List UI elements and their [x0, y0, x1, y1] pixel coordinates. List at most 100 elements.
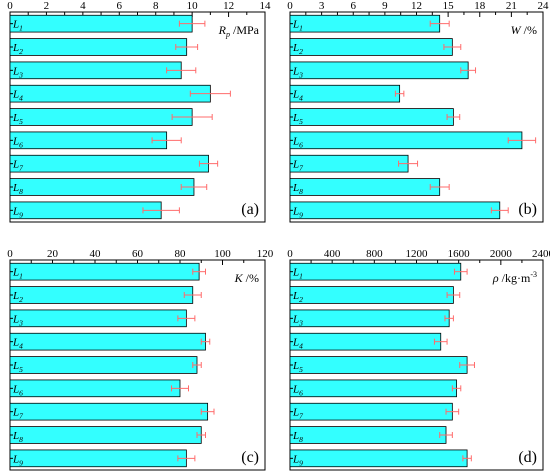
x-axis-title: W /%: [511, 23, 537, 37]
bar: [289, 131, 523, 150]
category-label: L5: [12, 112, 23, 126]
error-bar: [444, 315, 454, 322]
error-bar: [429, 20, 450, 27]
bar: [289, 14, 441, 33]
panel-label: (b): [518, 201, 537, 218]
error-bar: [189, 90, 231, 97]
error-bar: [151, 137, 182, 144]
bar: [9, 332, 206, 351]
bar: [9, 356, 198, 374]
x-tick-label: 4: [80, 0, 86, 12]
error-bar: [192, 268, 206, 275]
category-label: L5: [292, 360, 303, 374]
error-bar: [192, 362, 202, 368]
bar: [9, 84, 211, 103]
x-tick-label: 18: [474, 0, 486, 12]
category-label: L2: [12, 290, 23, 304]
category-label: L9: [292, 205, 303, 219]
category-label: L1: [12, 19, 23, 33]
bar: [9, 38, 188, 56]
error-bar: [178, 20, 206, 27]
category-label: L2: [292, 290, 303, 304]
category-label: L2: [12, 42, 23, 56]
x-tick-label: 80: [175, 248, 187, 260]
category-label: L5: [292, 112, 303, 126]
x-tick-label: 800: [366, 248, 383, 260]
error-bar: [433, 338, 448, 345]
bar: [289, 38, 453, 56]
error-bar: [439, 432, 453, 438]
bar: [9, 61, 182, 80]
x-tick-label: 9: [382, 0, 388, 12]
category-label: L7: [292, 159, 303, 173]
error-bar: [198, 160, 219, 167]
category-label: L1: [292, 267, 303, 281]
error-bar: [507, 137, 537, 144]
bar: [9, 154, 209, 173]
category-label: L3: [12, 313, 23, 327]
x-tick-label: 3: [319, 0, 325, 12]
bar: [289, 426, 447, 444]
x-tick-label: 1200: [406, 248, 429, 260]
error-bar: [490, 207, 509, 214]
error-bar: [398, 160, 419, 167]
category-label: L9: [292, 453, 303, 467]
category-label: L6: [12, 135, 23, 149]
category-label: L3: [292, 65, 303, 79]
error-bar: [166, 67, 197, 74]
error-bar: [200, 408, 215, 415]
bar: [9, 379, 181, 398]
x-tick-label: 2400: [532, 248, 550, 260]
error-bar: [459, 362, 475, 368]
panel-label: (a): [241, 201, 259, 218]
error-bar: [460, 67, 477, 74]
x-tick-label: 10: [187, 0, 199, 12]
error-bar: [171, 114, 213, 120]
bar: [9, 262, 200, 281]
error-bar: [180, 184, 208, 190]
x-tick-label: 0: [7, 248, 13, 260]
x-tick-label: 60: [132, 248, 144, 260]
bar: [289, 154, 409, 173]
x-tick-label: 1600: [448, 248, 471, 260]
error-bar: [175, 44, 199, 50]
bar: [9, 286, 194, 304]
bar: [289, 201, 501, 220]
category-label: L8: [12, 430, 23, 444]
bar: [289, 286, 454, 304]
bar: [289, 356, 468, 374]
x-axis-title: K /%: [234, 271, 259, 285]
bar: [9, 108, 193, 126]
bar: [289, 178, 441, 196]
error-bar: [177, 315, 196, 322]
x-tick-label: 2000: [490, 248, 513, 260]
error-bar: [453, 268, 468, 275]
error-bar: [462, 455, 472, 462]
x-tick-label: 12: [411, 0, 422, 12]
x-tick-label: 2: [44, 0, 50, 12]
x-tick-label: 0: [287, 248, 293, 260]
x-tick-label: 6: [117, 0, 123, 12]
x-tick-label: 21: [506, 0, 517, 12]
x-tick-label: 14: [260, 0, 272, 12]
category-label: L4: [12, 337, 23, 351]
bar: [9, 426, 202, 444]
category-label: L9: [12, 205, 23, 219]
error-bar: [451, 385, 462, 392]
bar: [289, 332, 442, 351]
x-tick-label: 24: [538, 0, 550, 12]
bar: [9, 201, 162, 220]
category-label: L9: [12, 453, 23, 467]
x-tick-label: 100: [214, 248, 231, 260]
error-bar: [177, 455, 196, 462]
category-label: L7: [12, 159, 23, 173]
category-label: L1: [12, 267, 23, 281]
panel-d: 0 400 800 1200 1600 2000 2400 L1 L2 L3 L4 L5 L6 L7 L8 L…: [287, 248, 550, 471]
category-label: L4: [12, 89, 23, 103]
bar: [9, 14, 193, 33]
bar: [289, 108, 454, 126]
x-tick-label: 400: [324, 248, 341, 260]
x-tick-label: 8: [153, 0, 159, 12]
x-tick-label: 0: [287, 0, 293, 12]
panel-label: (c): [241, 449, 259, 466]
